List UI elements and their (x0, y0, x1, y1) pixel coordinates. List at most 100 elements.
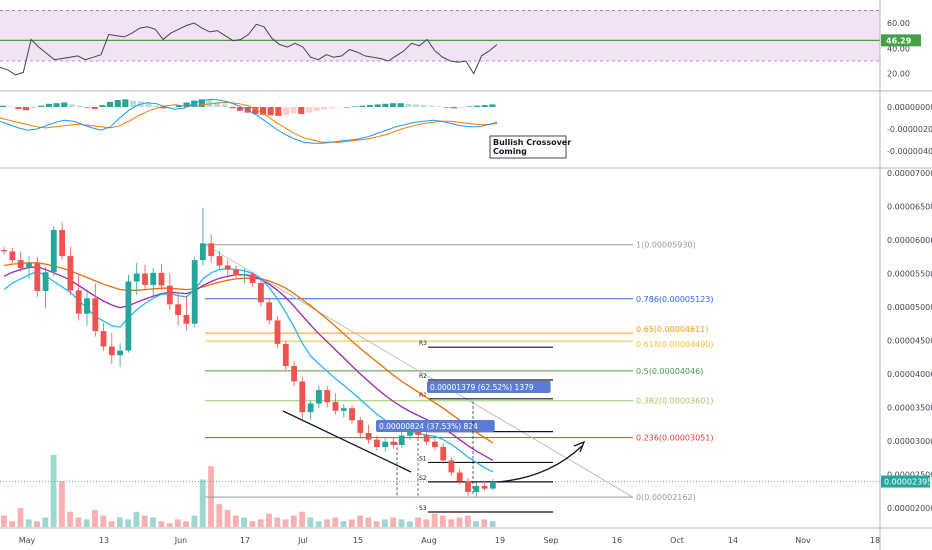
candle-body (291, 366, 297, 382)
macd-histogram-bar (237, 107, 244, 111)
macd-histogram-bar (282, 107, 289, 115)
projection-arrow (496, 445, 583, 483)
volume-bar (365, 517, 372, 527)
candle-body (75, 290, 82, 314)
candle-body (448, 460, 455, 473)
macd-line (0, 98, 498, 144)
candle-body (125, 281, 132, 351)
macd-histogram-bar (367, 105, 374, 107)
candle-body (216, 256, 223, 266)
rsi-value-label: 46.29 (886, 36, 912, 45)
pivot-label: S1 (419, 455, 427, 462)
volume-bar (423, 519, 430, 527)
candle-body (241, 274, 248, 276)
fib-level-label: 0.65(0.00004611) (636, 325, 708, 334)
macd-histogram-bar (305, 107, 312, 113)
time-tick-label: Oct (670, 536, 684, 545)
price-tick-label: 0.00006500 (887, 203, 932, 212)
volume-bar (208, 466, 214, 527)
macd-histogram-bar (122, 99, 129, 107)
time-tick-label: Nov (795, 536, 811, 545)
fib-level-label: 0.382(0.00003601) (636, 397, 714, 406)
candle-body (340, 408, 347, 411)
macd-histogram-bar (99, 105, 106, 107)
candle-body (150, 272, 157, 285)
macd-histogram-bar (183, 102, 190, 107)
rsi-line (0, 22, 498, 76)
volume-bar (150, 517, 156, 527)
macd-histogram-bar (412, 104, 419, 107)
candle-body (175, 304, 181, 315)
candle-body (490, 481, 496, 489)
candle-body (316, 390, 322, 404)
macd-histogram-bar (466, 106, 473, 107)
rsi-tick-label: 60.00 (887, 19, 910, 28)
candle-body (166, 285, 173, 305)
macd-histogram-bar (428, 105, 435, 107)
volume-bar (75, 517, 82, 527)
candle-body (9, 251, 16, 261)
price-tick-label: 0.00002500 (887, 471, 932, 480)
time-tick-label: 16 (612, 536, 622, 545)
macd-histogram-bar (275, 107, 282, 116)
macd-histogram-bar (313, 107, 320, 111)
volume-bar (274, 517, 281, 527)
candle-body (158, 272, 165, 286)
macd-histogram-bar (374, 104, 381, 107)
fib-level-label: 0.786(0.00005123) (636, 295, 714, 304)
volume-bar (390, 517, 397, 527)
macd-histogram-bar (336, 107, 343, 108)
macd-histogram-bar (61, 102, 68, 107)
macd-tick-label: -0.00000200 (887, 125, 932, 134)
candle-body (432, 441, 438, 448)
volume-bar (440, 515, 446, 527)
candle-body (17, 260, 24, 269)
volume-bar (299, 511, 305, 527)
pivot-label: R3 (419, 340, 427, 347)
macd-histogram-bar (298, 107, 305, 114)
candle-body (208, 243, 215, 256)
time-tick-label: Jun (174, 536, 188, 545)
candle-body (34, 263, 41, 291)
measure-label-box (376, 420, 495, 432)
volume-bar (224, 509, 231, 527)
candle-body (465, 481, 471, 492)
candle-body (26, 263, 32, 269)
rsi-tick-label: 40.00 (887, 44, 910, 53)
volume-bar (34, 521, 40, 527)
volume-bar (25, 519, 32, 527)
macd-histogram-bar (382, 103, 389, 107)
time-tick-label: 18 (870, 536, 880, 545)
macd-tick-label: 0.00000000 (887, 103, 932, 112)
fib-level-label: 0.5(0.00004046) (636, 367, 703, 376)
macd-histogram-bar (489, 104, 496, 107)
candle-body (398, 435, 405, 445)
candle-body (481, 485, 488, 489)
time-tick-label: 13 (99, 536, 109, 545)
candle-body (274, 320, 281, 344)
candle-body (133, 273, 140, 282)
price-tick-label: 0.00005500 (887, 270, 932, 279)
fib-level-label: 1(0.00005930) (636, 241, 696, 250)
price-tick-label: 0.00002000 (887, 504, 932, 513)
volume-bar (266, 513, 272, 527)
volume-bar (282, 519, 289, 527)
price-tick-label: 0.00006000 (887, 236, 932, 245)
volume-bar (158, 521, 165, 527)
macd-histogram-bar (321, 107, 328, 110)
candle-body (365, 433, 372, 440)
volume-bar (166, 523, 173, 527)
rsi-panel: 60.00 40.00 20.00 46.29 (0, 10, 921, 79)
volume-bar (59, 481, 65, 527)
volume-bar (464, 515, 471, 527)
candle-body (357, 420, 364, 433)
candle-body (324, 390, 331, 403)
candle-body (307, 403, 314, 413)
measure-label-box (427, 381, 551, 393)
macd-annotation-text: Bullish Crossover (493, 138, 571, 147)
macd-histogram-bar (68, 104, 75, 107)
candle-body (1, 250, 8, 252)
volume-bar (216, 504, 223, 527)
